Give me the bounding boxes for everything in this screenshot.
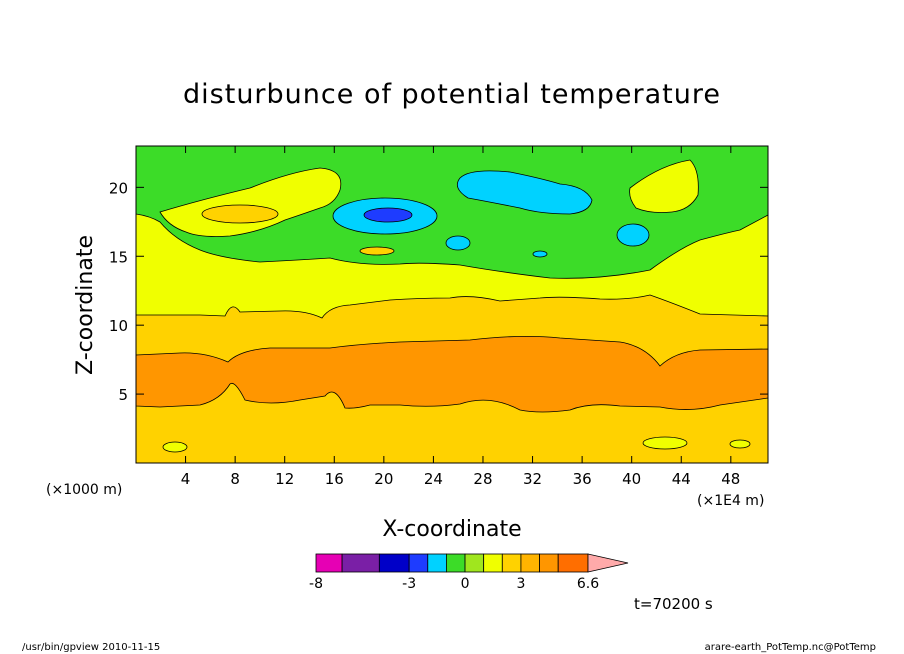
cell-orange-mid-left <box>359 246 395 256</box>
colorbar-segment <box>408 553 429 573</box>
colorbar-segment <box>341 553 380 573</box>
colorbar-label: -8 <box>309 576 323 592</box>
band-yellow-lobe-left <box>159 167 342 237</box>
cell-orange-left <box>201 204 279 224</box>
x-unit-right: (×1E4 m) <box>697 493 764 509</box>
footer-right: arare-earth_PotTemp.nc@PotTemp <box>705 642 876 653</box>
band-yellow-lobe-right <box>629 159 699 213</box>
footer-left: /usr/bin/gpview 2010-11-15 <box>22 642 160 653</box>
cell-yellow-near-surface-left <box>162 441 188 453</box>
colorbar-segment <box>539 553 559 573</box>
cell-cyan-dot <box>532 250 548 258</box>
colorbar-segment <box>378 553 410 573</box>
colorbar-segment <box>427 553 447 573</box>
x-tick-label: 4 <box>181 470 191 488</box>
colorbar-segment <box>520 553 540 573</box>
x-tick-label: 12 <box>275 470 294 488</box>
x-tick-label: 44 <box>672 470 691 488</box>
colorbar-tick-labels: -8 -3 0 3 6.6 <box>309 576 599 592</box>
cell-yellow-surface-far-right <box>729 439 751 449</box>
colorbar-label: 0 <box>461 576 470 592</box>
cell-cyan-upper-right <box>456 170 593 215</box>
x-tick-label: 8 <box>230 470 240 488</box>
y-tick-label: 15 <box>109 248 128 266</box>
x-tick-label: 40 <box>622 470 641 488</box>
time-annotation: t=70200 s <box>634 595 713 613</box>
band-orange-core <box>136 336 768 413</box>
plot-frame <box>135 145 769 464</box>
y-tick-label: 5 <box>118 386 128 404</box>
x-tick-label: 32 <box>523 470 542 488</box>
x-tick-label: 16 <box>325 470 344 488</box>
y-axis-title: Z-coordinate <box>73 235 98 375</box>
colorbar-segment <box>483 553 503 573</box>
colorbar-label: 3 <box>516 576 525 592</box>
y-tick-label: 10 <box>109 317 128 335</box>
colorbar-segment <box>464 553 485 573</box>
chart-title: disturbunce of potential temperature <box>183 79 721 110</box>
x-tick-label: 24 <box>424 470 443 488</box>
colorbar-label: 6.6 <box>577 576 599 592</box>
cell-cyan-small-right <box>616 223 650 247</box>
y-tick-label: 20 <box>109 179 128 197</box>
colorbar-segment <box>501 553 522 573</box>
x-tick-label: 28 <box>473 470 492 488</box>
colorbar-extend-arrow <box>587 553 629 573</box>
colorbar-segment <box>446 553 466 573</box>
colorbar-segment <box>315 553 343 573</box>
cell-cyan-small-center <box>445 235 471 251</box>
x-tick-label: 20 <box>374 470 393 488</box>
colorbar-label: -3 <box>402 576 416 592</box>
x-tick-label: 36 <box>573 470 592 488</box>
x-axis-title: X-coordinate <box>382 517 521 542</box>
y-axis-ticks: 5 10 15 20 <box>109 179 768 404</box>
cell-yellow-near-surface-right <box>642 436 688 450</box>
colorbar <box>315 553 629 573</box>
colorbar-segment <box>557 553 589 573</box>
x-axis-ticks: 4 8 12 16 20 24 28 32 36 40 44 48 <box>181 146 740 488</box>
x-tick-label: 48 <box>721 470 740 488</box>
x-unit-left: (×1000 m) <box>46 482 122 498</box>
cell-blue-core <box>363 207 413 223</box>
